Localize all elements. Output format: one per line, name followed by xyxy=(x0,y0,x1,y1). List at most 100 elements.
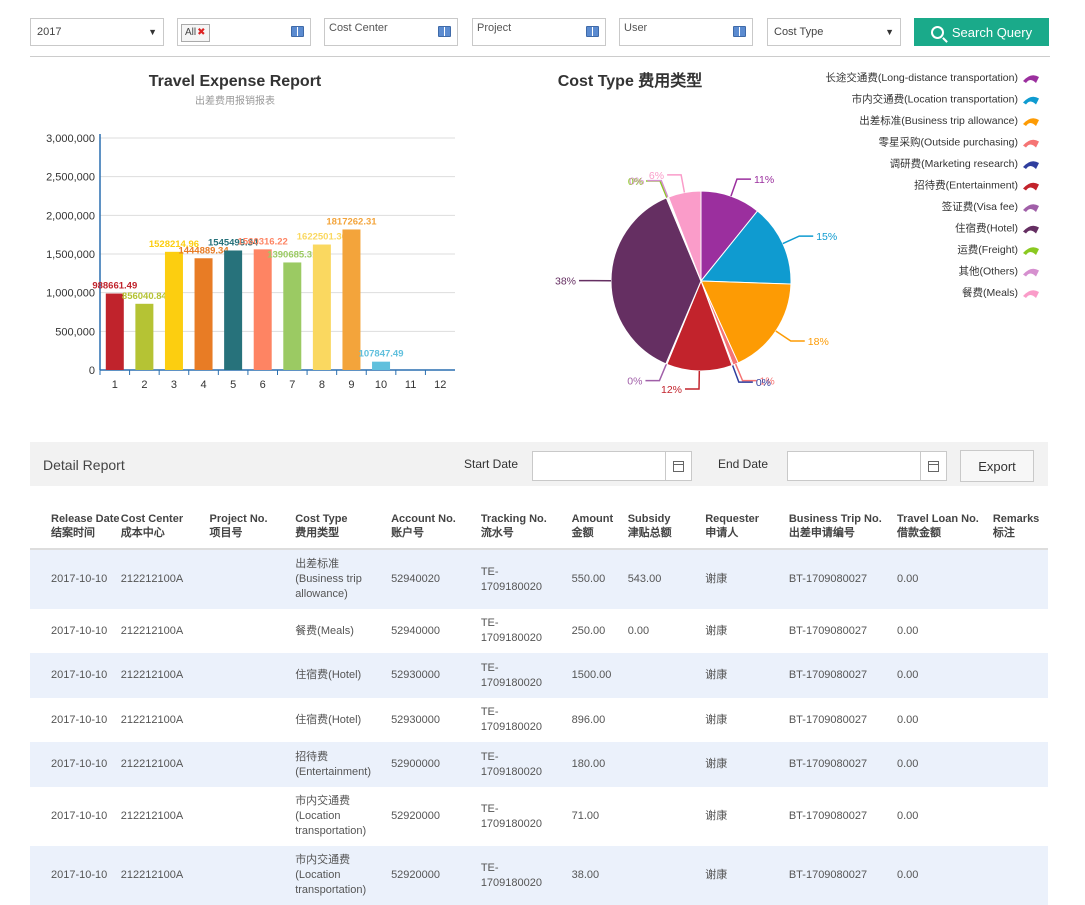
table-cell: 52920000 xyxy=(391,846,481,905)
legend-swatch-icon xyxy=(1023,204,1039,212)
user-field[interactable]: User xyxy=(619,18,753,46)
legend-item-label[interactable]: 餐费(Meals) xyxy=(962,286,1018,299)
legend-swatch-icon xyxy=(1023,269,1039,277)
pie-label-line xyxy=(736,364,757,381)
bar[interactable] xyxy=(135,304,153,370)
legend-item-label[interactable]: 住宿费(Hotel) xyxy=(955,222,1018,235)
cost-center-field[interactable]: Cost Center xyxy=(324,18,458,46)
table-cell: 52930000 xyxy=(391,698,481,742)
table-cell: TE-1709180020 xyxy=(481,787,572,846)
all-chip-label: All xyxy=(185,27,196,38)
pie-label-line xyxy=(667,175,684,193)
table-cell: 550.00 xyxy=(572,549,628,609)
table-cell: 0.00 xyxy=(897,846,993,905)
table-cell xyxy=(993,742,1048,787)
table-cell: 餐费(Meals) xyxy=(295,609,391,653)
bar[interactable] xyxy=(283,262,301,370)
table-cell: BT-1709080027 xyxy=(789,787,897,846)
table-cell: 212212100A xyxy=(121,787,210,846)
legend-swatch-icon xyxy=(1023,290,1039,298)
year-select-value: 2017 xyxy=(37,26,61,38)
y-tick-label: 2,000,000 xyxy=(46,210,95,222)
lookup-book-icon[interactable] xyxy=(291,26,304,37)
table-cell: 52940000 xyxy=(391,609,481,653)
table-cell: 谢康 xyxy=(705,742,789,787)
column-header-en: Account No. xyxy=(391,512,481,526)
bar[interactable] xyxy=(195,258,213,370)
table-cell: BT-1709080027 xyxy=(789,609,897,653)
legend-item-label[interactable]: 其他(Others) xyxy=(958,265,1018,278)
column-header-zh: 成本中心 xyxy=(121,526,210,540)
company-field[interactable]: All✖ xyxy=(177,18,311,46)
search-query-button[interactable]: Search Query xyxy=(914,18,1049,46)
table-cell: 住宿费(Hotel) xyxy=(295,653,391,698)
bar[interactable] xyxy=(224,250,242,370)
table-cell: 0.00 xyxy=(897,742,993,787)
column-header: Account No.账户号 xyxy=(391,506,481,549)
table-cell: BT-1709080027 xyxy=(789,653,897,698)
bar[interactable] xyxy=(165,252,183,370)
close-icon[interactable]: ✖ xyxy=(197,27,205,38)
table-cell: 212212100A xyxy=(121,742,210,787)
table-cell: 谢康 xyxy=(705,653,789,698)
x-tick-label: 4 xyxy=(200,379,206,391)
table-cell: 0.00 xyxy=(628,609,706,653)
legend-item-label[interactable]: 运费(Freight) xyxy=(957,243,1018,256)
export-button[interactable]: Export xyxy=(960,450,1034,482)
table-cell: TE-1709180020 xyxy=(481,653,572,698)
x-tick-label: 7 xyxy=(289,379,295,391)
legend-item-label[interactable]: 招待费(Entertainment) xyxy=(914,179,1018,192)
search-query-label: Search Query xyxy=(952,25,1032,40)
cost-type-select[interactable]: Cost Type ▼ xyxy=(767,18,901,46)
legend-swatch-icon xyxy=(1023,161,1039,169)
table-cell: BT-1709080027 xyxy=(789,742,897,787)
end-date-input[interactable] xyxy=(787,451,947,481)
filter-bar: 2017 ▼ All✖ Cost Center Project User Cos… xyxy=(30,18,1050,46)
table-cell: BT-1709080027 xyxy=(789,846,897,905)
legend-item-label[interactable]: 市内交通费(Location transportation) xyxy=(852,93,1018,106)
pie-data-label: 38% xyxy=(555,276,576,288)
start-date-input[interactable] xyxy=(532,451,692,481)
legend-item-label[interactable]: 调研费(Marketing research) xyxy=(890,157,1018,170)
legend-item-label[interactable]: 长途交通费(Long-distance transportation) xyxy=(825,71,1018,84)
legend-item-label[interactable]: 零星采购(Outside purchasing) xyxy=(879,136,1018,149)
bar[interactable] xyxy=(254,249,272,370)
pie-data-label: 0% xyxy=(629,176,644,188)
calendar-button[interactable] xyxy=(920,452,946,480)
legend-item-label[interactable]: 签证费(Visa fee) xyxy=(942,200,1018,213)
bar[interactable] xyxy=(313,245,331,370)
calendar-button[interactable] xyxy=(665,452,691,480)
bar[interactable] xyxy=(106,294,124,370)
legend-swatch-icon xyxy=(1023,75,1039,83)
lookup-book-icon[interactable] xyxy=(586,26,599,37)
lookup-book-icon[interactable] xyxy=(438,26,451,37)
project-field[interactable]: Project xyxy=(472,18,606,46)
legend-item-label[interactable]: 出差标准(Business trip allowance) xyxy=(859,114,1018,127)
chevron-down-icon: ▼ xyxy=(148,19,157,45)
bar-data-label: 856040.84 xyxy=(122,291,168,302)
table-cell: 52900000 xyxy=(391,742,481,787)
table-cell xyxy=(628,742,706,787)
bar[interactable] xyxy=(372,362,390,370)
legend-swatch-icon xyxy=(1023,183,1039,191)
all-chip[interactable]: All✖ xyxy=(181,24,210,42)
bar-data-label: 107847.49 xyxy=(359,349,404,360)
calendar-icon xyxy=(673,461,684,472)
table-cell xyxy=(210,787,296,846)
x-tick-label: 3 xyxy=(171,379,177,391)
table-cell: 1500.00 xyxy=(572,653,628,698)
lookup-book-icon[interactable] xyxy=(733,26,746,37)
table-cell: BT-1709080027 xyxy=(789,549,897,609)
year-select[interactable]: 2017 ▼ xyxy=(30,18,164,46)
